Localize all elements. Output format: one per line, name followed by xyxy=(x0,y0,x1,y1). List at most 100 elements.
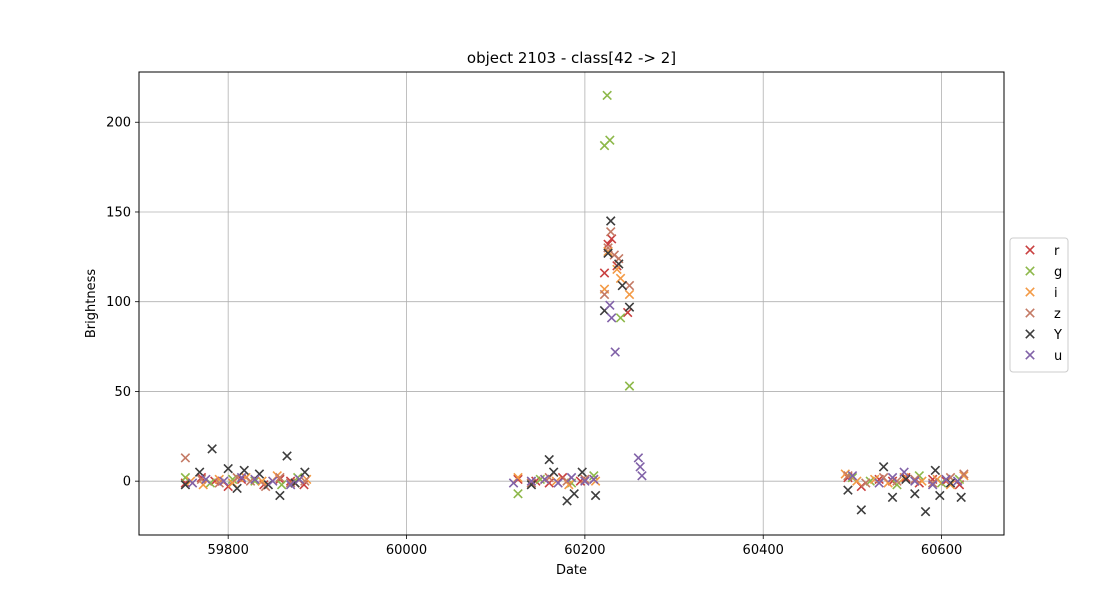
data-point xyxy=(566,472,577,483)
data-point xyxy=(605,216,616,226)
data-point xyxy=(562,496,572,506)
data-point xyxy=(613,259,624,269)
x-tick-label: 60000 xyxy=(386,543,427,558)
data-point xyxy=(927,479,938,490)
x-axis-label: Date xyxy=(556,563,587,578)
data-point xyxy=(201,474,211,485)
legend-label: r xyxy=(1054,244,1060,259)
data-point xyxy=(180,453,191,463)
data-point xyxy=(952,476,963,486)
data-point xyxy=(887,472,898,483)
legend-item-u: u xyxy=(1025,349,1062,364)
data-point xyxy=(282,451,292,461)
data-point xyxy=(605,226,616,237)
data-point xyxy=(612,264,622,275)
legend-box xyxy=(1009,237,1069,373)
data-point xyxy=(275,490,285,501)
data-point xyxy=(622,307,633,318)
series-z xyxy=(180,226,969,492)
data-point xyxy=(624,381,635,391)
data-point xyxy=(300,476,310,486)
data-point xyxy=(236,472,247,483)
data-point xyxy=(187,478,198,488)
data-point xyxy=(901,474,911,485)
legend-marker xyxy=(1025,266,1035,276)
data-point xyxy=(599,289,610,300)
data-point xyxy=(207,444,217,454)
data-point xyxy=(615,313,626,323)
data-point xyxy=(599,268,610,278)
data-point xyxy=(276,479,287,490)
data-point xyxy=(590,490,601,501)
data-point xyxy=(603,239,613,250)
data-point xyxy=(294,474,305,485)
data-point xyxy=(605,300,615,311)
data-point xyxy=(526,478,537,488)
grid-lines xyxy=(139,72,1004,535)
data-point xyxy=(285,479,296,490)
data-point xyxy=(617,280,628,291)
data-point xyxy=(930,465,941,476)
data-point xyxy=(847,471,858,481)
data-point xyxy=(535,474,546,485)
data-point xyxy=(899,467,909,477)
legend-label: z xyxy=(1054,307,1061,322)
data-point xyxy=(257,476,267,486)
data-point xyxy=(180,479,191,490)
y-tick-label: 200 xyxy=(106,116,131,131)
legend-marker xyxy=(1025,287,1035,297)
x-tick-label: 60400 xyxy=(743,543,784,558)
data-point xyxy=(275,472,285,483)
data-point xyxy=(605,135,615,145)
data-point xyxy=(843,485,853,495)
series-r xyxy=(180,234,965,492)
data-point xyxy=(887,492,898,503)
data-point xyxy=(580,476,590,486)
data-point xyxy=(856,505,867,515)
x-tick-label: 59800 xyxy=(207,543,248,558)
data-point xyxy=(956,492,966,503)
data-point xyxy=(602,90,612,101)
data-point xyxy=(941,474,951,485)
data-point xyxy=(526,476,537,486)
data-point xyxy=(615,273,626,284)
data-point xyxy=(223,463,233,474)
data-point xyxy=(232,483,242,494)
data-point xyxy=(935,490,945,501)
data-point xyxy=(624,289,635,300)
data-point xyxy=(548,467,559,477)
legend-marker xyxy=(1025,245,1035,255)
chart-title: object 2103 - class[42 -> 2] xyxy=(467,49,676,67)
legend-marker xyxy=(1025,329,1035,339)
data-point xyxy=(577,467,587,477)
data-point xyxy=(878,462,889,472)
data-point xyxy=(539,474,550,485)
legend-item-z: z xyxy=(1025,307,1061,322)
data-point xyxy=(917,476,927,486)
legend-item-r: r xyxy=(1025,244,1060,259)
data-point xyxy=(635,462,645,472)
data-point xyxy=(910,488,920,499)
legend-item-Y: Y xyxy=(1025,328,1062,343)
data-point xyxy=(920,506,931,517)
legend-item-g: g xyxy=(1025,265,1062,280)
data-point xyxy=(843,471,853,481)
axis-ticks: 59800 60000 60200 60400 60600 0 50 100 150 200 xyxy=(106,116,962,558)
data-point xyxy=(610,347,620,357)
legend-marker xyxy=(1025,308,1035,318)
data-point xyxy=(874,478,884,488)
data-point xyxy=(927,478,938,488)
data-point xyxy=(232,472,242,483)
data-point xyxy=(526,479,537,490)
data-point xyxy=(624,280,635,291)
legend-label: Y xyxy=(1053,328,1062,343)
x-tick-label: 60600 xyxy=(921,543,962,558)
data-point xyxy=(569,488,579,499)
y-tick-label: 150 xyxy=(106,205,131,220)
data-point xyxy=(300,467,310,477)
data-point xyxy=(861,478,871,488)
series-u xyxy=(187,300,963,490)
data-point xyxy=(624,302,635,312)
